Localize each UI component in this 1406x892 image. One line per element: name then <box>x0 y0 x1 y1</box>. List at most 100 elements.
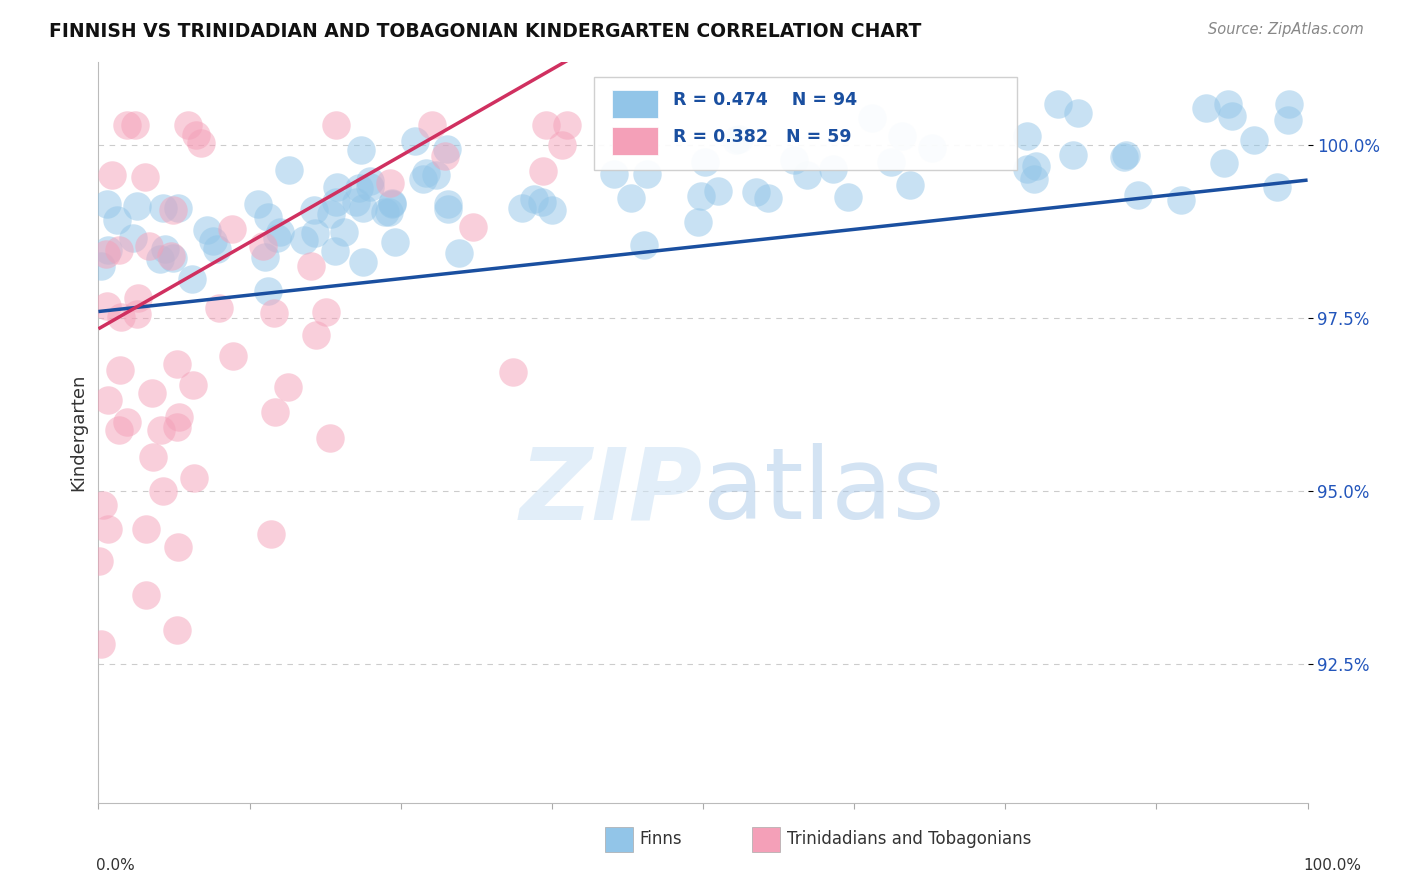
Point <box>1025 159 1047 173</box>
Point <box>796 168 818 182</box>
Point <box>94 247 117 261</box>
Point <box>1128 187 1150 202</box>
Point <box>90 637 112 651</box>
Point <box>377 204 399 219</box>
Point <box>166 420 188 434</box>
Point <box>87 554 110 568</box>
Point <box>96 197 118 211</box>
Point <box>557 118 579 132</box>
Text: Finns: Finns <box>640 830 682 848</box>
Point <box>166 201 188 215</box>
Point <box>134 169 156 184</box>
Point <box>91 498 114 512</box>
Point <box>135 588 157 602</box>
Point <box>205 242 228 256</box>
Text: R = 0.382   N = 59: R = 0.382 N = 59 <box>672 128 851 146</box>
Point <box>633 237 655 252</box>
Point <box>277 380 299 394</box>
Point <box>252 239 274 253</box>
Point <box>1218 97 1240 112</box>
Point <box>304 202 326 217</box>
Point <box>381 197 404 211</box>
Point <box>162 202 184 217</box>
Point <box>183 470 205 484</box>
Point <box>257 284 280 298</box>
Point <box>138 238 160 252</box>
Point <box>1278 97 1301 112</box>
Point <box>325 194 347 209</box>
Point <box>378 177 401 191</box>
Point <box>333 225 356 239</box>
Point <box>257 210 280 224</box>
Point <box>381 196 404 211</box>
Point <box>921 141 943 155</box>
Point <box>177 118 200 132</box>
Point <box>404 134 426 148</box>
Point <box>149 252 172 266</box>
Point <box>1115 148 1137 162</box>
Point <box>437 196 460 211</box>
Point <box>304 227 326 241</box>
Point <box>299 260 322 274</box>
Point <box>1114 150 1136 164</box>
Point <box>352 254 374 268</box>
Point <box>502 365 524 379</box>
Point <box>97 392 120 407</box>
Point <box>315 304 337 318</box>
Point <box>1222 109 1244 123</box>
Point <box>152 484 174 499</box>
Point <box>208 301 231 316</box>
Point <box>374 204 396 219</box>
Point <box>263 306 285 320</box>
Point <box>167 540 190 554</box>
Point <box>425 169 447 183</box>
Point <box>305 328 328 343</box>
Point <box>620 191 643 205</box>
Point <box>436 142 458 156</box>
Point <box>125 199 148 213</box>
Point <box>108 362 131 376</box>
Point <box>880 154 903 169</box>
Point <box>1212 156 1234 170</box>
Point <box>693 155 716 169</box>
Point <box>821 161 844 176</box>
Point <box>135 522 157 536</box>
Point <box>152 201 174 215</box>
Point <box>195 223 218 237</box>
Point <box>260 526 283 541</box>
Point <box>347 181 370 195</box>
Y-axis label: Kindergarten: Kindergarten <box>69 374 87 491</box>
Point <box>124 118 146 132</box>
Point <box>141 386 163 401</box>
Point <box>278 162 301 177</box>
Point <box>97 523 120 537</box>
Point <box>603 167 626 181</box>
Point <box>122 231 145 245</box>
Point <box>266 231 288 245</box>
Point <box>325 118 347 132</box>
Point <box>359 179 381 194</box>
Point <box>159 249 181 263</box>
Point <box>108 243 131 257</box>
Point <box>101 168 124 182</box>
Point <box>1277 113 1299 128</box>
Point <box>254 251 277 265</box>
Point <box>96 300 118 314</box>
Point <box>184 128 207 142</box>
Text: R = 0.474    N = 94: R = 0.474 N = 94 <box>672 91 856 109</box>
Point <box>1015 161 1038 176</box>
Point <box>1265 179 1288 194</box>
Point <box>167 410 190 425</box>
Point <box>352 201 374 215</box>
Bar <box>613 127 658 155</box>
FancyBboxPatch shape <box>595 78 1018 169</box>
Point <box>531 194 554 209</box>
Point <box>190 136 212 150</box>
Point <box>447 246 470 260</box>
Point <box>1022 171 1045 186</box>
Point <box>142 450 165 464</box>
Point <box>461 219 484 234</box>
Point <box>1062 148 1084 162</box>
Point <box>1047 97 1070 112</box>
Point <box>550 138 572 153</box>
